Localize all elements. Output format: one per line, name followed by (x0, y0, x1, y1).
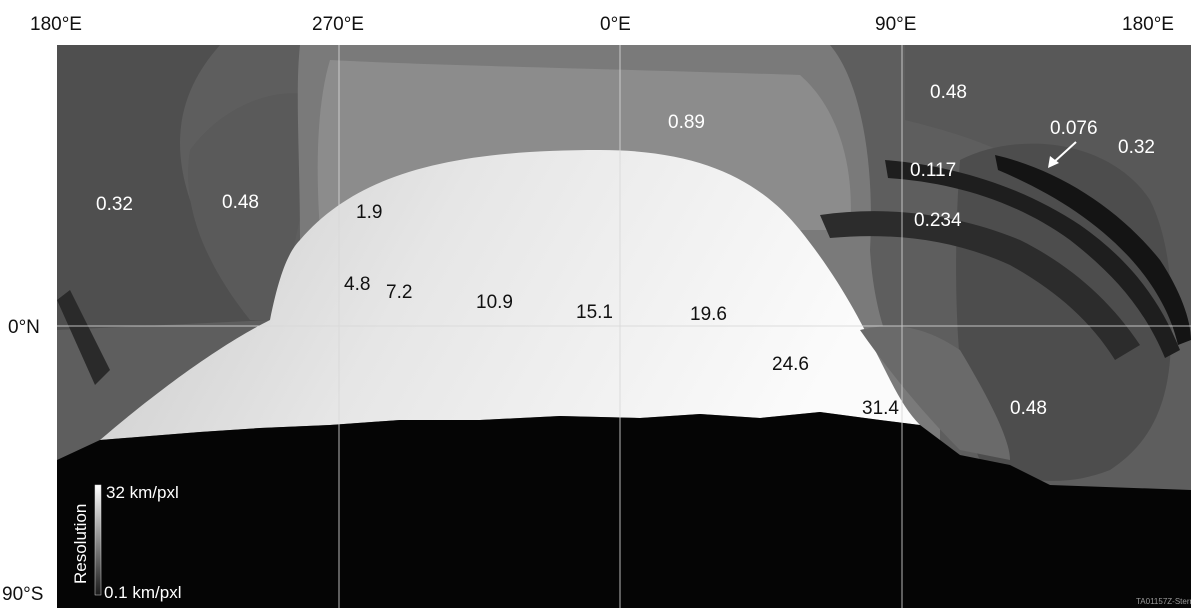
res-label: 15.1 (576, 302, 613, 323)
legend-max-label: 32 km/pxl (106, 483, 179, 502)
lat-label-equator: 0°N (8, 317, 40, 338)
region-no-coverage (57, 412, 1191, 608)
lon-label-270: 270°E (312, 14, 364, 35)
res-label: 19.6 (690, 304, 727, 325)
res-label: 0.48 (1010, 398, 1047, 419)
legend-colorbar (94, 484, 102, 596)
res-label: 10.9 (476, 292, 513, 313)
lon-label-90: 90°E (875, 14, 916, 35)
resolution-labels: 0.32 0.48 0.89 0.48 0.076 0.32 0.117 0.2… (96, 82, 1155, 419)
lat-label-south-pole: 90°S (2, 584, 43, 605)
res-label: 31.4 (862, 398, 899, 419)
arc-0076 (995, 155, 1191, 345)
res-label: 0.32 (1118, 137, 1155, 158)
res-label: 1.9 (356, 202, 382, 223)
res-label: 0.117 (910, 160, 956, 181)
res-label: 0.48 (930, 82, 967, 103)
region-west-inner (188, 93, 330, 320)
credit-label: TA01157Z-Stern (1136, 597, 1191, 606)
arc-0117 (885, 160, 1180, 358)
res-label: 0.32 (96, 194, 133, 215)
res-label: 0.89 (668, 112, 705, 133)
legend-title: Resolution (71, 504, 90, 584)
lon-label-180-left: 180°E (30, 14, 82, 35)
res-label: 0.076 (1050, 118, 1098, 139)
arrow-icon (1048, 141, 1077, 168)
arc-0234 (820, 211, 1140, 360)
resolution-legend: Resolution 32 km/pxl 0.1 km/pxl (71, 483, 181, 602)
res-label: 4.8 (344, 274, 370, 295)
region-southeast-band (860, 326, 1010, 460)
region-bright-coverage (100, 150, 920, 440)
lon-label-180-right: 180°E (1122, 14, 1174, 35)
res-label: 0.48 (222, 192, 259, 213)
region-northeast (905, 45, 1191, 330)
legend-min-label: 0.1 km/pxl (104, 583, 181, 602)
arc-left-edge (57, 290, 110, 385)
res-label: 7.2 (386, 282, 412, 303)
lon-label-0: 0°E (600, 14, 631, 35)
res-label: 0.234 (914, 210, 962, 231)
graticule (57, 45, 1191, 608)
res-label: 24.6 (772, 354, 809, 375)
